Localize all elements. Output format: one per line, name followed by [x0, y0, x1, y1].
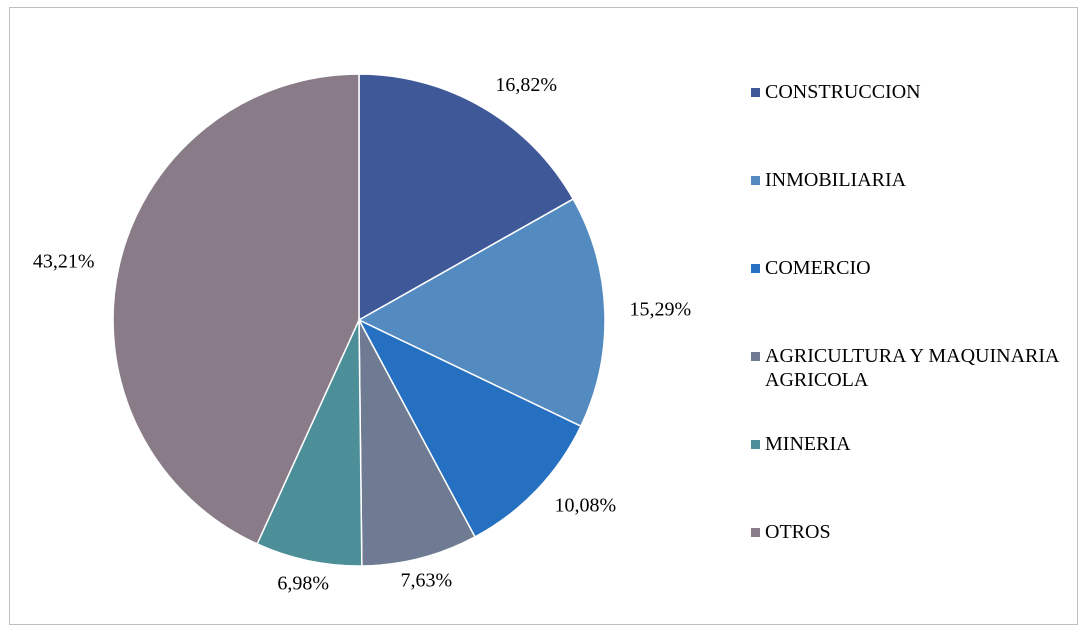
legend-item: INMOBILIARIA — [751, 168, 1081, 192]
data-label: 7,63% — [400, 570, 452, 592]
data-label: 10,08% — [555, 495, 617, 517]
pie-slice — [358, 73, 575, 322]
legend-label: MINERIA — [765, 433, 851, 455]
legend-swatch — [751, 176, 760, 185]
data-label: 43,21% — [33, 250, 95, 272]
legend-label: INMOBILIARIA — [765, 169, 907, 191]
chart-border — [9, 7, 1078, 625]
legend-label: AGRICULTURA Y MAQUINARIA AGRICOLA — [765, 345, 1059, 391]
legend-swatch — [751, 88, 760, 97]
legend-swatch — [751, 528, 760, 537]
legend-swatch — [751, 264, 760, 273]
pie-slice — [256, 319, 363, 567]
pie-slice — [358, 319, 477, 567]
legend-item: COMERCIO — [751, 256, 1081, 280]
data-label: 16,82% — [495, 74, 557, 96]
pie-slice — [112, 73, 360, 545]
legend-label: COMERCIO — [765, 257, 871, 279]
data-label: 6,98% — [277, 572, 329, 594]
legend-item: MINERIA — [751, 432, 1081, 456]
legend-label: OTROS — [765, 521, 831, 543]
legend-swatch — [751, 440, 760, 449]
pie-slice — [357, 198, 606, 428]
legend-item: CONSTRUCCION — [751, 80, 1081, 104]
data-label: 15,29% — [629, 298, 691, 320]
legend-swatch — [751, 352, 760, 361]
legend-label: CONSTRUCCION — [765, 81, 921, 103]
legend-item: AGRICULTURA Y MAQUINARIA AGRICOLA — [751, 344, 1081, 392]
pie-slice — [357, 318, 582, 538]
legend-item: OTROS — [751, 520, 1081, 544]
